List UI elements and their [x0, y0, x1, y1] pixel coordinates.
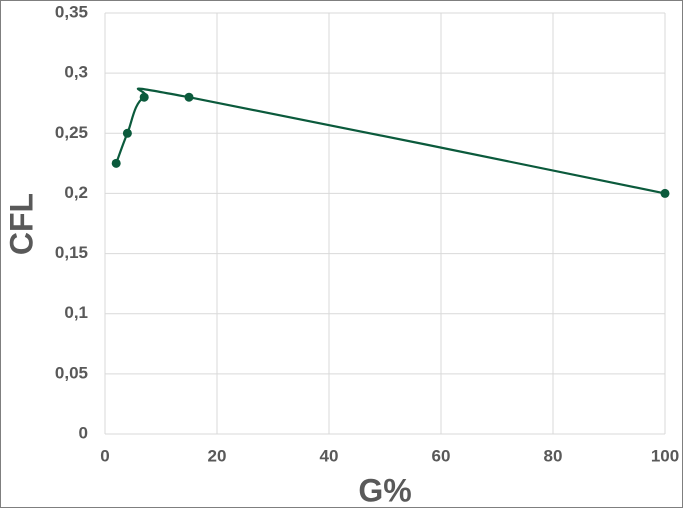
- x-tick-label: 20: [208, 446, 227, 465]
- x-tick-label: 80: [544, 446, 563, 465]
- y-tick-label: 0,25: [55, 123, 88, 142]
- y-tick-label: 0,05: [55, 363, 88, 382]
- data-point: [139, 92, 149, 102]
- y-tick-label: 0,1: [64, 303, 88, 322]
- y-tick-label: 0,2: [64, 183, 88, 202]
- x-axis-title: G%: [358, 472, 411, 508]
- x-tick-label: 60: [432, 446, 451, 465]
- data-point: [111, 158, 121, 168]
- data-point: [184, 92, 194, 102]
- y-axis-title: CFL: [3, 193, 39, 255]
- data-point: [660, 188, 670, 198]
- y-tick-label: 0,15: [55, 243, 88, 262]
- data-point: [122, 128, 132, 138]
- x-tick-label: 0: [100, 446, 109, 465]
- x-tick-label: 40: [320, 446, 339, 465]
- x-tick-label: 100: [651, 446, 679, 465]
- y-tick-label: 0,35: [55, 2, 88, 21]
- y-tick-label: 0,3: [64, 63, 88, 82]
- y-tick-label: 0: [79, 423, 88, 442]
